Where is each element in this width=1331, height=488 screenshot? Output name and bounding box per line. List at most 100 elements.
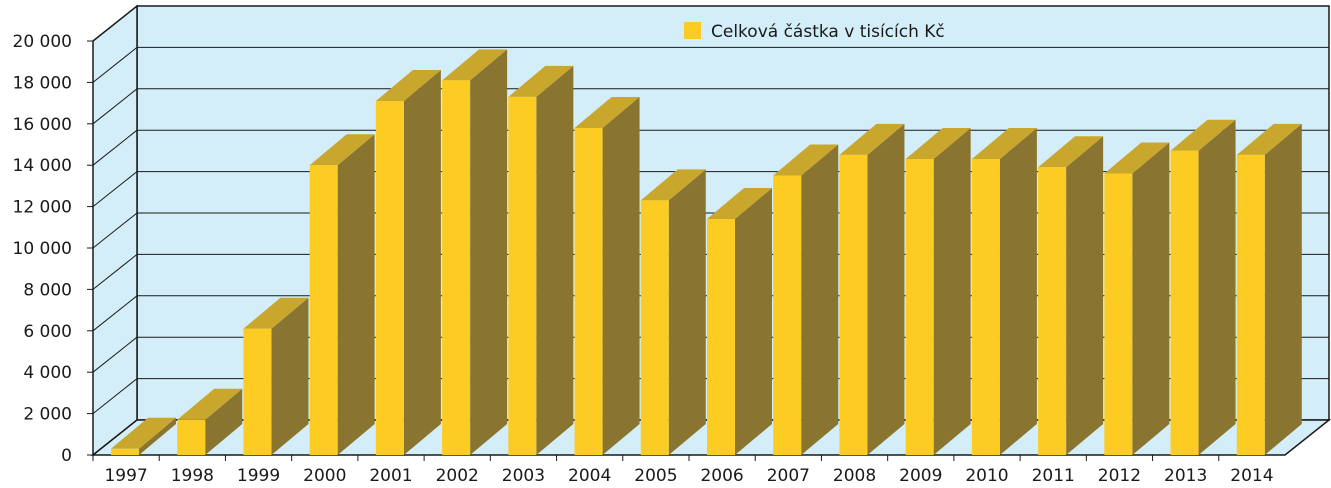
bar-top bbox=[375, 70, 441, 102]
x-axis-ticks: 1997 1998 1999 2000 2001 2002 2003 2004 2005 2006… bbox=[92, 455, 1274, 486]
x-tick-label: 2003 bbox=[502, 466, 545, 486]
x-tick-label: 2000 bbox=[303, 466, 346, 486]
bar-front bbox=[243, 328, 272, 455]
y-tick-label: 20 000 bbox=[13, 32, 72, 52]
gridline-side bbox=[92, 336, 138, 373]
x-tick-label: 2014 bbox=[1230, 466, 1273, 486]
gridline-side bbox=[92, 254, 138, 290]
y-tick-label: 8 000 bbox=[23, 280, 72, 300]
bar-side bbox=[1264, 123, 1302, 455]
bar bbox=[905, 127, 971, 456]
bar-top bbox=[839, 123, 905, 155]
bar bbox=[243, 297, 309, 455]
x-tick-label: 2001 bbox=[369, 466, 412, 486]
x-tick-label: 2009 bbox=[899, 466, 942, 486]
gridline-side bbox=[92, 129, 138, 166]
bar-top bbox=[905, 127, 971, 159]
gridline-side bbox=[92, 212, 138, 249]
bar-side bbox=[271, 297, 309, 455]
bar-side bbox=[470, 49, 508, 455]
bar-front bbox=[707, 219, 735, 455]
bar-side bbox=[801, 144, 839, 456]
bar-top bbox=[177, 388, 243, 420]
gridline-side bbox=[92, 47, 138, 83]
bar-front bbox=[773, 175, 802, 456]
gridline-side bbox=[92, 5, 138, 42]
bar bbox=[1104, 142, 1170, 456]
y-tick-label: 14 000 bbox=[13, 156, 72, 176]
bar-top bbox=[971, 127, 1037, 159]
y-tick-label: 10 000 bbox=[13, 239, 72, 259]
bar bbox=[1170, 119, 1236, 456]
legend: Celková částka v tisících Kč bbox=[684, 22, 945, 42]
bar-side bbox=[735, 188, 772, 455]
bar bbox=[375, 70, 441, 455]
bar-front bbox=[1104, 173, 1133, 456]
bar-side bbox=[139, 417, 176, 455]
y-axis-ticks: 0 2 000 4 000 6 000 8 000 10 000 12 000 14 000 1… bbox=[13, 32, 72, 466]
bar bbox=[839, 123, 905, 455]
bar-top bbox=[243, 297, 309, 329]
y-tick-label: 2 000 bbox=[23, 405, 72, 425]
bar bbox=[111, 417, 176, 455]
y-tick-label: 18 000 bbox=[13, 73, 72, 93]
bar-front bbox=[1170, 150, 1199, 455]
bar-top bbox=[1236, 123, 1302, 155]
bar bbox=[508, 65, 574, 455]
y-tick-label: 12 000 bbox=[13, 198, 72, 218]
x-tick-label: 2013 bbox=[1164, 466, 1207, 486]
bar-top bbox=[309, 134, 375, 166]
bar-side bbox=[337, 134, 375, 455]
bar-top bbox=[1038, 136, 1104, 168]
bar-front bbox=[1038, 167, 1067, 455]
bar-top bbox=[1170, 119, 1236, 151]
bar bbox=[574, 96, 640, 455]
x-tick-label: 2008 bbox=[833, 466, 876, 486]
x-tick-label: 2011 bbox=[1032, 466, 1075, 486]
x-tick-label: 2004 bbox=[568, 466, 611, 486]
bar-front bbox=[508, 96, 537, 455]
bar bbox=[971, 127, 1037, 456]
bar bbox=[177, 388, 243, 455]
bar-top bbox=[640, 169, 706, 201]
bar-front bbox=[971, 158, 1000, 456]
y-tick-label: 0 bbox=[61, 446, 72, 466]
bar bbox=[1236, 123, 1302, 455]
gridline-side bbox=[92, 171, 138, 207]
bar-front bbox=[640, 200, 669, 455]
bar-top bbox=[574, 96, 640, 128]
bar bbox=[1038, 136, 1104, 455]
bar-top bbox=[707, 188, 772, 220]
bar bbox=[442, 49, 508, 455]
bar bbox=[773, 144, 839, 456]
bar-front bbox=[442, 80, 471, 455]
bar bbox=[707, 188, 772, 455]
bar-front bbox=[375, 101, 404, 455]
bar-side bbox=[999, 127, 1037, 456]
bar-side bbox=[536, 65, 574, 455]
bar-front bbox=[905, 158, 934, 456]
bar-front bbox=[1236, 154, 1265, 455]
x-tick-label: 2002 bbox=[436, 466, 479, 486]
y-tick-label: 16 000 bbox=[13, 115, 72, 135]
bar-side bbox=[1132, 142, 1170, 456]
bar-side bbox=[205, 388, 243, 455]
bar-front bbox=[839, 154, 868, 455]
legend-label: Celková částka v tisících Kč bbox=[711, 22, 945, 42]
bar-side bbox=[867, 123, 905, 455]
bar-front bbox=[574, 127, 603, 455]
x-tick-label: 1998 bbox=[171, 466, 214, 486]
x-tick-label: 2007 bbox=[767, 466, 810, 486]
x-tick-label: 2012 bbox=[1098, 466, 1141, 486]
bar-side bbox=[403, 70, 441, 455]
gridline-side bbox=[92, 295, 138, 332]
bar-top bbox=[1104, 142, 1170, 174]
x-tick-label: 2010 bbox=[965, 466, 1008, 486]
bar-side bbox=[602, 96, 640, 455]
x-tick-label: 2005 bbox=[634, 466, 677, 486]
y-tick-label: 4 000 bbox=[23, 363, 72, 383]
bars-group bbox=[111, 49, 1302, 456]
bar bbox=[309, 134, 375, 455]
bar-side bbox=[1066, 136, 1104, 455]
